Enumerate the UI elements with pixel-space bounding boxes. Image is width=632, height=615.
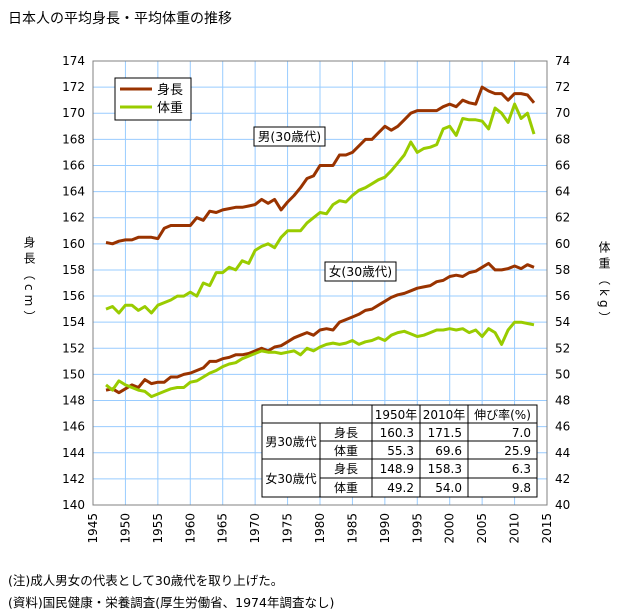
y-right-tick-label: 74 (555, 54, 570, 68)
plot-area-border (92, 60, 548, 506)
series-line-male-weight (105, 102, 536, 315)
y-left-tick-label: 166 (62, 158, 85, 172)
table-header-cell: 伸び率(%) (474, 407, 531, 422)
table-cell-1950: 55.3 (387, 444, 414, 458)
table-cell-rate: 6.3 (512, 462, 531, 476)
y-right-tick-label: 64 (555, 185, 570, 199)
y-left-tick-label: 160 (62, 237, 85, 251)
table-cell-rate: 9.8 (512, 481, 531, 495)
footnote-1: (注)成人男女の代表として30歳代を取り上げた。 (8, 573, 284, 588)
chart-svg: 140 142 144 146 148 150 152 154 156 158 160 162 164 1… (62, 54, 570, 544)
y-right-tick-label: 40 (555, 498, 570, 512)
footnote-2: (資料)国民健康・栄養調査(厚生労働省、1974年調査なし) (8, 595, 335, 610)
y-left-tick-label: 150 (62, 367, 85, 381)
y-right-tick-label: 62 (555, 211, 570, 225)
annotation-female: 女(30歳代) (329, 264, 392, 279)
y-left-tick-label: 156 (62, 289, 85, 303)
y-left-tick-label: 146 (62, 420, 85, 434)
table-cell-2010: 69.6 (435, 444, 462, 458)
y-right-tick-label: 60 (555, 237, 570, 251)
y-right-tick-label: 58 (555, 263, 570, 277)
y-left-tick-label: 148 (62, 394, 85, 408)
y-right-tick-label: 48 (555, 394, 570, 408)
y-left-tick-label: 164 (62, 185, 85, 199)
annotation-box-male (253, 126, 326, 147)
y-right-tick-label: 52 (555, 341, 570, 355)
y-right-axis-title: 体重（kg） (597, 241, 611, 328)
y-right-tick-label: 66 (555, 158, 570, 172)
x-tick-label: 1970 (248, 513, 262, 544)
y-right-tick-label: 68 (555, 132, 570, 146)
y-left-tick-label: 154 (62, 315, 85, 329)
y-left-tick-label: 170 (62, 106, 85, 120)
x-tick-label: 2015 (540, 513, 554, 544)
x-tick-label: 1980 (313, 513, 327, 544)
table-item-label: 体重 (334, 444, 358, 458)
x-tick-label: 1945 (86, 513, 100, 544)
x-tick-label: 1995 (410, 513, 424, 544)
y-right-tick-label: 44 (555, 446, 570, 460)
series-line-female-weight (105, 320, 535, 399)
x-tick-label: 2000 (443, 513, 457, 544)
y-left-tick-label: 174 (62, 54, 85, 68)
table-cell-1950: 49.2 (387, 481, 414, 495)
y-right-tick-label: 56 (555, 289, 570, 303)
table-item-label: 身長 (334, 461, 358, 476)
y-right-tick-label: 70 (555, 106, 570, 120)
x-tick-label: 1975 (281, 513, 295, 544)
legend-label: 身長 (157, 82, 183, 98)
table-cell-2010: 171.5 (428, 426, 462, 440)
table-cell-1950: 160.3 (380, 426, 414, 440)
annotation-box-female (324, 261, 397, 282)
y-right-tick-label: 54 (555, 315, 570, 329)
x-tick-label: 2005 (475, 513, 489, 544)
y-left-tick-label: 168 (62, 132, 85, 146)
table-cell-2010: 158.3 (428, 462, 462, 476)
x-tick-label: 1965 (216, 513, 230, 544)
x-tick-label: 1955 (151, 513, 165, 544)
y-left-tick-label: 152 (62, 341, 85, 355)
x-tick-label: 1950 (118, 513, 132, 544)
table-item-label: 体重 (334, 481, 358, 495)
table-item-label: 身長 (334, 425, 358, 440)
series-line-male-height (105, 85, 536, 246)
y-left-tick-label: 144 (62, 446, 85, 460)
y-left-tick-label: 142 (62, 472, 85, 486)
table-group-label: 男30歳代 (265, 435, 316, 449)
x-tick-label: 2010 (508, 513, 522, 544)
y-right-tick-label: 46 (555, 420, 570, 434)
x-tick-label: 1960 (183, 513, 197, 544)
y-right-tick-label: 42 (555, 472, 570, 486)
table-cell-2010: 54.0 (435, 481, 462, 495)
y-left-tick-label: 140 (62, 498, 85, 512)
legend-label: 体重 (157, 100, 183, 116)
y-left-tick-label: 172 (62, 80, 85, 94)
y-left-tick-label: 162 (62, 211, 85, 225)
y-left-tick-label: 158 (62, 263, 85, 277)
x-tick-label: 1985 (345, 513, 359, 544)
chart-title: 日本人の平均身長・平均体重の推移 (8, 11, 232, 27)
data-table (261, 404, 538, 498)
table-cell-rate: 7.0 (512, 426, 531, 440)
series-line-female-height (105, 261, 535, 395)
table-header-cell: 1950年 (375, 408, 418, 422)
table-group-label: 女30歳代 (265, 471, 316, 486)
legend-box (114, 77, 192, 121)
table-cell-1950: 148.9 (380, 462, 414, 476)
annotation-male: 男(30歳代) (258, 129, 321, 144)
y-left-axis-title: 身長（cm） (22, 236, 36, 327)
table-cell-rate: 25.9 (504, 444, 531, 458)
x-tick-label: 1990 (378, 513, 392, 544)
y-right-tick-label: 50 (555, 367, 570, 381)
table-header-cell: 2010年 (423, 408, 466, 422)
y-right-tick-label: 72 (555, 80, 570, 94)
